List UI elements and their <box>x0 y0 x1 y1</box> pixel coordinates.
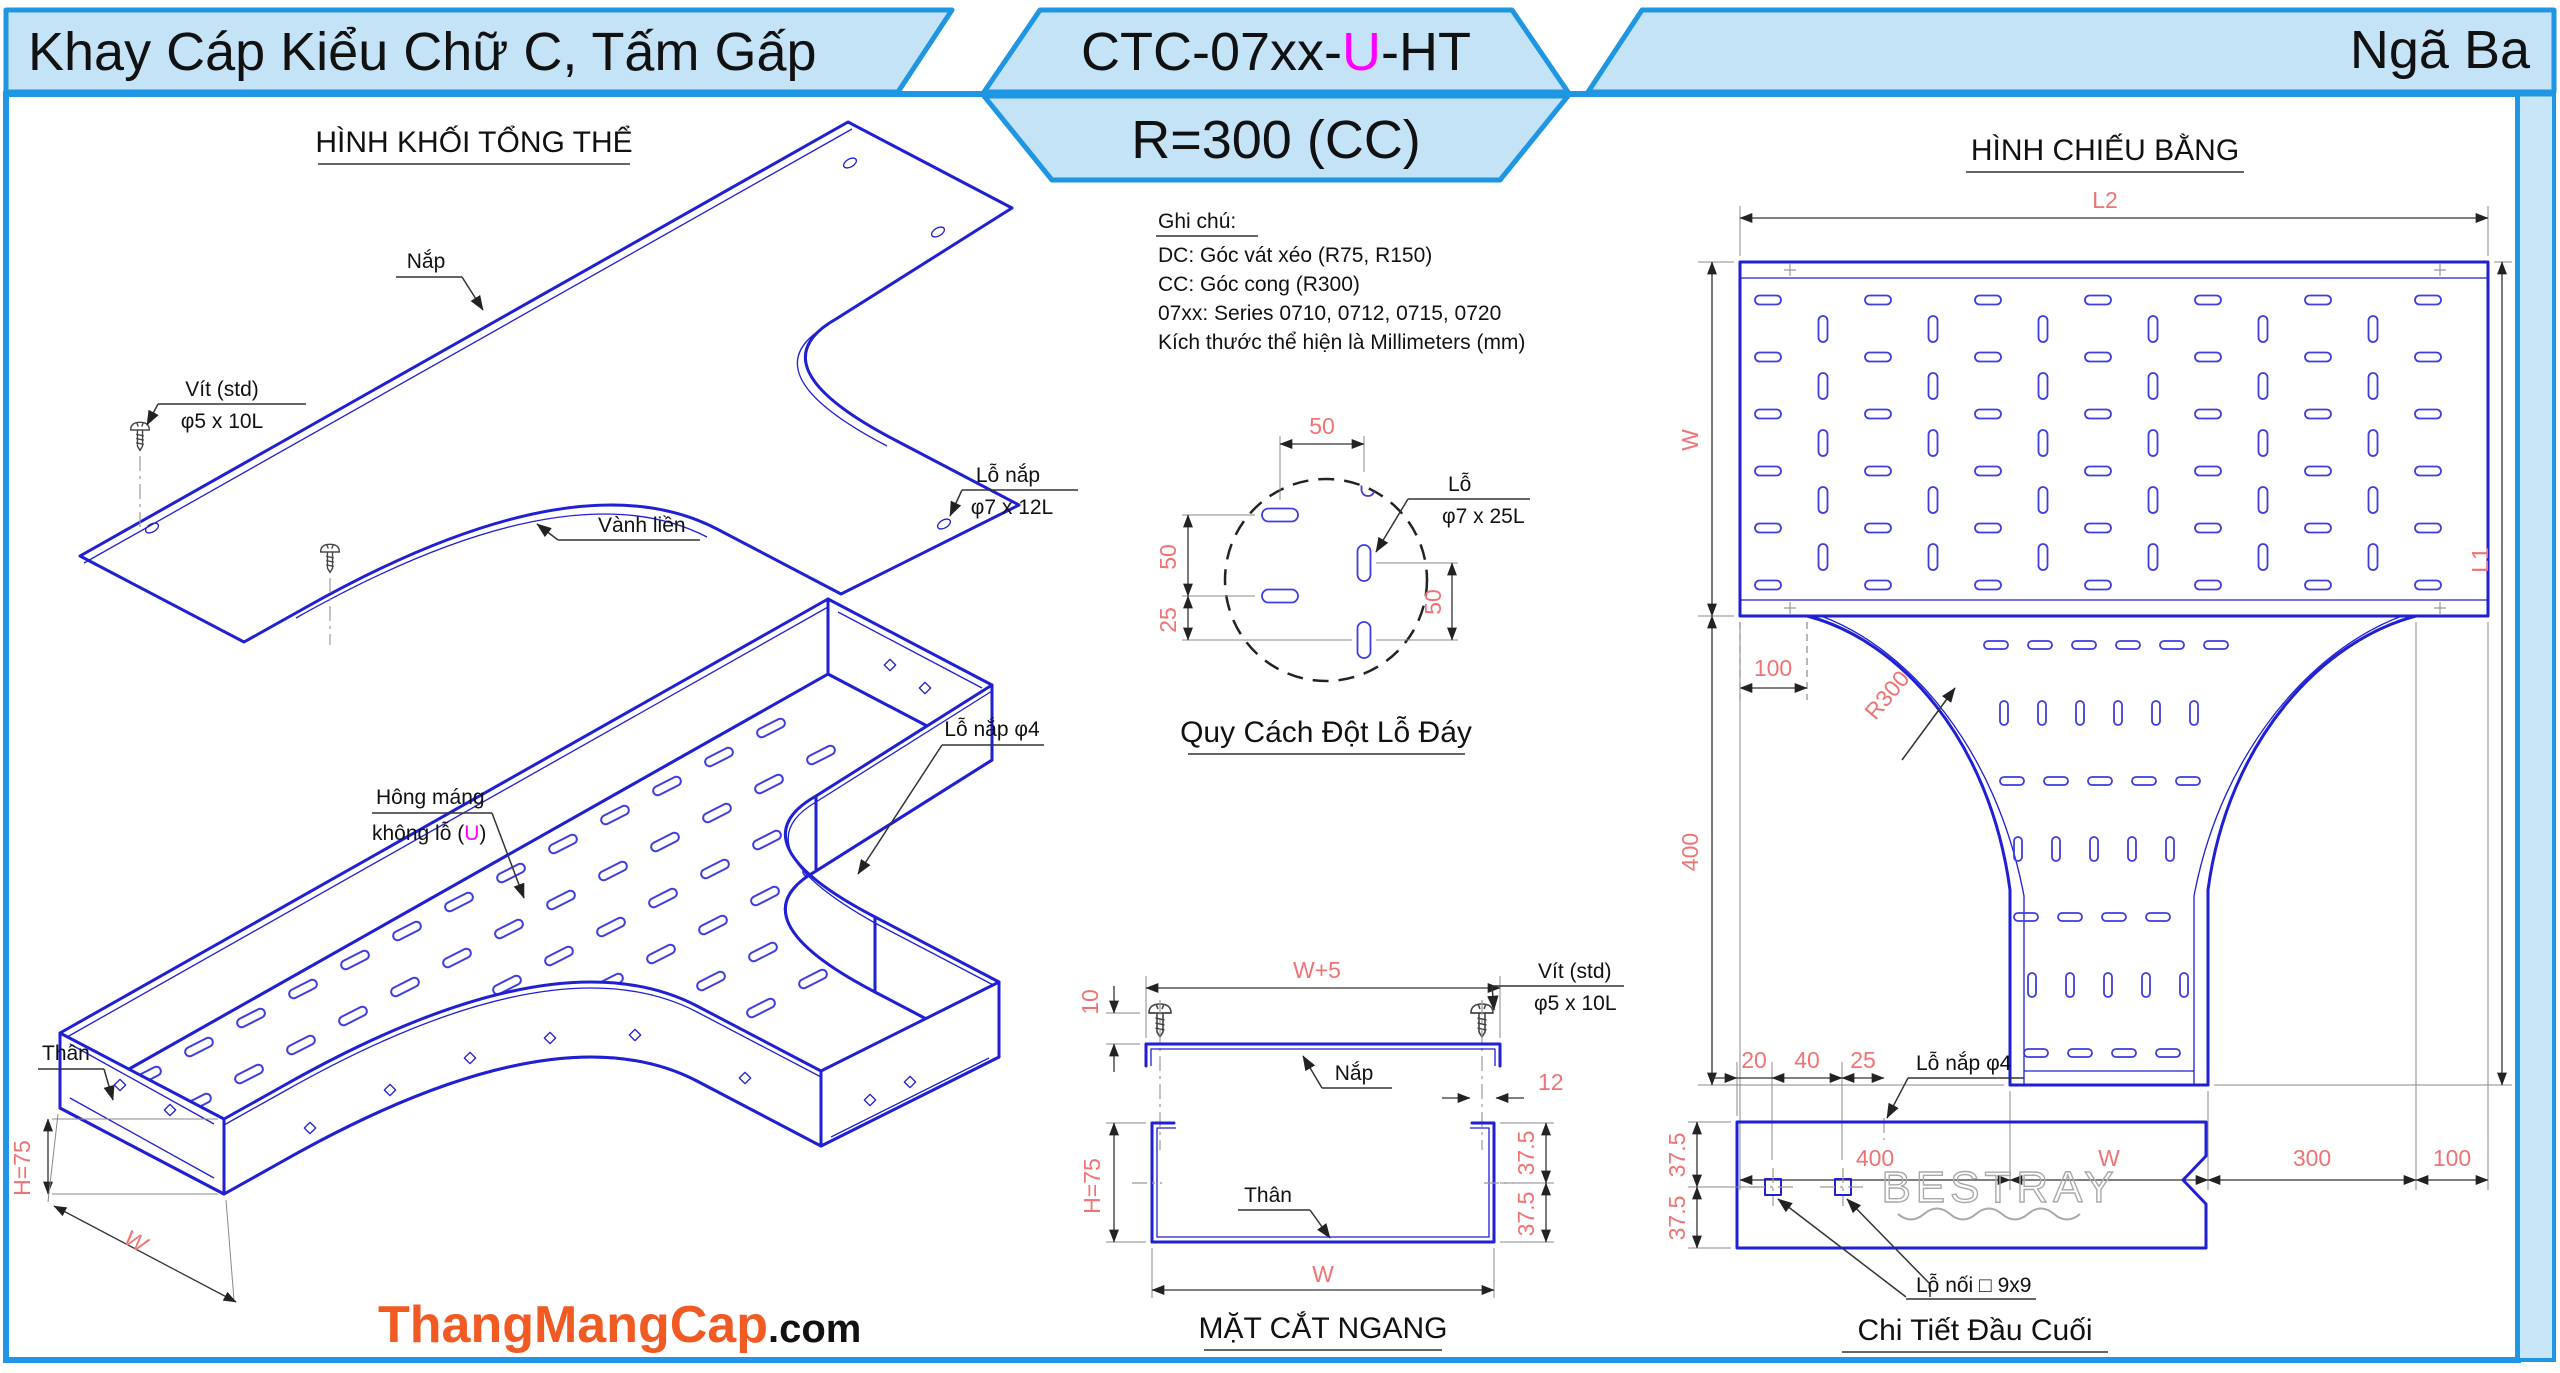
notes-heading: Ghi chú: <box>1158 210 1236 233</box>
punch-dim-left1: 50 <box>1155 544 1181 570</box>
punch-detail: 50 50 25 50 Lỗ φ7 x 25L Quy Cách Đột Lỗ … <box>1155 413 1530 755</box>
fitting-type: Ngã Ba <box>2350 20 2531 80</box>
iso-wall-holes <box>113 658 932 1135</box>
iso-view-title: HÌNH KHỐI TỔNG THỂ <box>315 125 632 159</box>
model-code: CTC-07xx-U-HT <box>1081 22 1471 82</box>
sheet-title: Khay Cáp Kiểu Chữ C, Tấm Gấp <box>28 22 817 82</box>
plan-view: HÌNH CHIẾU BẰNG L2 W 400 <box>1677 133 2512 1190</box>
punch-title: Quy Cách Đột Lỗ Đáy <box>1180 716 1472 749</box>
iso-body <box>58 597 1001 1196</box>
punch-dim-right: 50 <box>1420 589 1446 615</box>
footer-brand: ThangMangCap.com <box>378 1296 861 1354</box>
label-vanh-lien: Vành liền <box>598 514 686 537</box>
note-line: CC: Góc cong (R300) <box>1158 273 1360 296</box>
label-lo-nap4: Lỗ nắp φ4 <box>944 718 1040 741</box>
end-label-lo-noi: Lỗ nối □ 9x9 <box>1916 1274 2031 1297</box>
punch-label-lo: Lỗ <box>1448 473 1471 496</box>
brand-logo: ThangMangCap.com <box>378 1296 861 1354</box>
notes-block: Ghi chú: DC: Góc vát xéo (R75, R150) CC:… <box>1156 210 1525 354</box>
label-vit: Vít (std) <box>185 378 259 401</box>
end-dim-375a: 37.5 <box>1664 1133 1690 1178</box>
label-vit-spec: φ5 x 10L <box>181 410 264 433</box>
note-line: Kích thước thể hiện là Millimeters (mm) <box>1158 331 1525 354</box>
end-detail-title: Chi Tiết Đầu Cuối <box>1857 1314 2092 1347</box>
section-label-than: Thân <box>1244 1184 1292 1207</box>
punch-dim-top: 50 <box>1309 413 1335 439</box>
plan-dim-b300: 300 <box>2293 1145 2331 1171</box>
section-dim-10: 10 <box>1077 989 1103 1015</box>
plan-dim-b400: 400 <box>1856 1145 1894 1171</box>
end-label-lo-nap4: Lỗ nắp φ4 <box>1916 1052 2012 1075</box>
plan-view-title: HÌNH CHIẾU BẰNG <box>1971 133 2239 167</box>
label-hong-mang-2: không lỗ (U) <box>372 822 486 845</box>
end-dim-25: 25 <box>1850 1047 1876 1073</box>
iso-labels: Nắp Vít (std) φ5 x 10L Vành liền Lỗ nắp … <box>9 250 1078 1303</box>
plan-locator-marks <box>1784 264 2446 614</box>
plan-dim-b100: 100 <box>2433 1145 2471 1171</box>
section-title: MẶT CẮT NGANG <box>1199 1311 1448 1345</box>
section-label-nap: Nắp <box>1335 1062 1374 1085</box>
plan-dim-l2: L2 <box>2092 187 2118 213</box>
section-dim-w5: W+5 <box>1293 957 1341 983</box>
section-view: W+5 10 Nắp 12 Thân H=75 <box>1077 957 1624 1351</box>
plan-branch-slot-pattern <box>1983 640 2229 1058</box>
end-dim-40: 40 <box>1794 1047 1820 1073</box>
label-hong-mang: Hông máng <box>376 786 485 809</box>
end-dim-20: 20 <box>1741 1047 1767 1073</box>
header-banner: Khay Cáp Kiểu Chữ C, Tấm Gấp CTC-07xx-U-… <box>3 7 2557 183</box>
iso-view: HÌNH KHỐI TỔNG THỂ <box>9 120 1078 1303</box>
plan-dim-w-left: W <box>1677 429 1703 451</box>
radius-code: R=300 (CC) <box>1131 110 1421 170</box>
right-margin-band <box>2516 92 2556 1362</box>
iso-cover <box>78 120 1021 644</box>
section-dim-375a: 37.5 <box>1513 1131 1539 1176</box>
plan-dim-100: 100 <box>1754 655 1792 681</box>
section-dim-375b: 37.5 <box>1513 1192 1539 1237</box>
plan-dim-l1: L1 <box>2467 547 2493 573</box>
section-label-vit-spec: φ5 x 10L <box>1534 992 1617 1015</box>
section-dim-h75: H=75 <box>1079 1158 1105 1214</box>
plan-slot-pattern <box>1754 294 2442 591</box>
iso-dim-h75: H=75 <box>9 1140 35 1196</box>
section-dim-12: 12 <box>1538 1069 1564 1095</box>
plan-dim-bw: W <box>2098 1145 2120 1171</box>
note-line: DC: Góc vát xéo (R75, R150) <box>1158 244 1432 267</box>
punch-label-spec: φ7 x 25L <box>1442 505 1525 528</box>
section-label-vit: Vít (std) <box>1538 960 1612 983</box>
note-line: 07xx: Series 0710, 0712, 0715, 0720 <box>1158 302 1501 325</box>
label-lo-nap: Lỗ nắp <box>976 464 1040 487</box>
punch-slots <box>1261 479 1376 659</box>
label-lo-nap-spec: φ7 x 12L <box>971 496 1054 519</box>
label-nap: Nắp <box>407 250 446 273</box>
end-detail: 20 40 25 Lỗ nắp φ4 37.5 37.5 BESTRAY Lỗ … <box>1664 1047 2208 1353</box>
end-dim-375b: 37.5 <box>1664 1196 1690 1241</box>
section-dim-w: W <box>1312 1261 1334 1287</box>
label-than: Thân <box>42 1042 90 1065</box>
bestray-logo: BESTRAY <box>1881 1163 2118 1212</box>
plan-dim-400v: 400 <box>1677 833 1703 871</box>
punch-dim-left2: 25 <box>1155 607 1181 633</box>
